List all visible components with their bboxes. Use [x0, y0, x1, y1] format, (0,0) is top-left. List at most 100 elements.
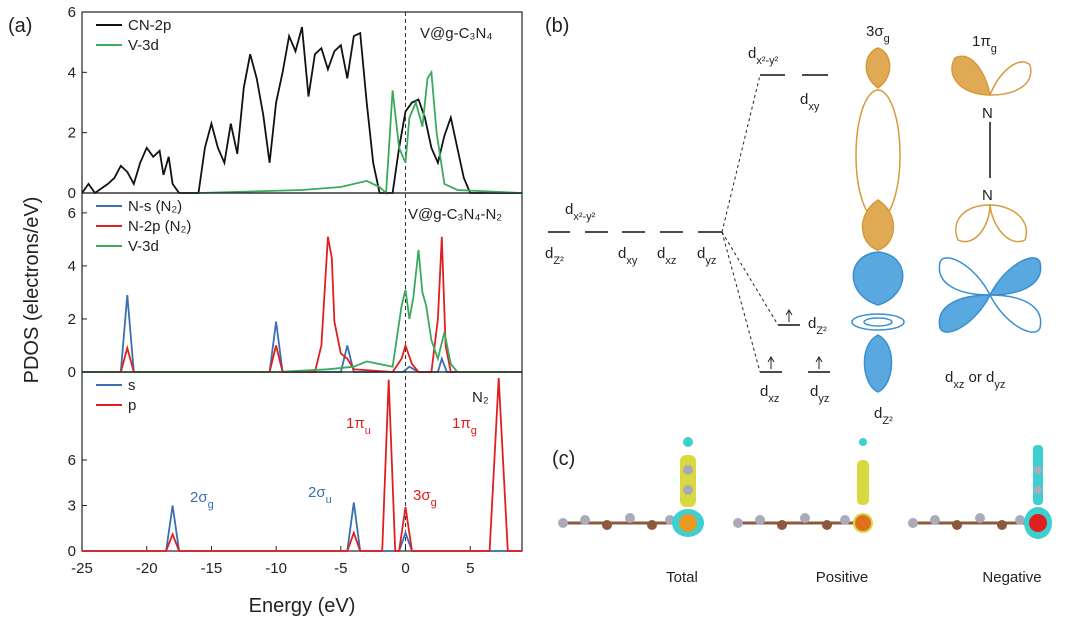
x-tick-label: -15	[201, 560, 223, 577]
label: 1πu	[346, 415, 371, 437]
legend-label: V-3d	[128, 238, 159, 255]
subscript: xy	[626, 255, 638, 267]
text: d	[618, 245, 626, 262]
label: N	[982, 187, 993, 204]
text: 3σ	[413, 487, 431, 504]
subscript: xy	[808, 101, 820, 113]
legend-label: N-s (N₂)	[128, 198, 182, 215]
text: d	[874, 405, 882, 422]
label: dZ²	[545, 245, 564, 267]
label: dx²-y²	[565, 201, 596, 223]
dz2-orbital	[851, 251, 905, 393]
x-tick-label: -10	[265, 560, 287, 577]
subscript: Z²	[882, 415, 893, 427]
structures	[558, 437, 1052, 539]
subscript: g	[991, 43, 997, 55]
label: dxy	[618, 245, 638, 267]
subscript: Z²	[553, 255, 564, 267]
y-axis-label: PDOS (electrons/eV)	[21, 197, 43, 384]
text: d	[800, 91, 808, 108]
legend-label: s	[128, 377, 136, 394]
text: 1π	[972, 33, 991, 50]
label: dxz or dyz	[945, 369, 1005, 391]
subscript: x²-y²	[756, 55, 778, 67]
label: 2σg	[190, 489, 214, 511]
dxz-orbital	[938, 257, 1042, 333]
connectors	[721, 74, 779, 373]
panel-label: (c)	[552, 448, 575, 470]
structure-label: Total	[666, 569, 698, 586]
text: 2σ	[308, 484, 326, 501]
electron-arrows	[767, 309, 823, 369]
subscript: u	[365, 425, 371, 437]
plot-frame	[81, 371, 523, 552]
text: d	[545, 245, 553, 262]
legend-label: CN-2p	[128, 17, 171, 34]
text: d	[810, 383, 818, 400]
x-tick-label: -5	[334, 560, 347, 577]
legend-label: V-3d	[128, 37, 159, 54]
label: 3σg	[413, 487, 437, 509]
text: d	[748, 45, 756, 62]
legend-label: p	[128, 397, 136, 414]
series-line	[81, 26, 522, 195]
x-tick-label: -25	[71, 560, 93, 577]
panel-label: (a)	[8, 15, 32, 37]
label: dx²-y²	[748, 45, 779, 67]
text: 3σ	[866, 23, 884, 40]
subscript: xz	[953, 379, 964, 391]
label: dyz	[697, 245, 716, 267]
subscript: u	[326, 494, 332, 506]
panel-label: (b)	[545, 15, 569, 37]
legend-label: N-2p (N₂)	[128, 218, 191, 235]
y-tick-label: 6	[68, 205, 76, 222]
y-tick-label: 2	[68, 125, 76, 142]
energy-levels	[548, 74, 830, 373]
y-tick-label: 0	[68, 185, 76, 202]
subscript: g	[471, 425, 477, 437]
text: d	[760, 383, 768, 400]
text: N	[982, 187, 993, 204]
y-tick-label: 0	[68, 364, 76, 381]
series-line	[82, 236, 522, 373]
sigma-orbital	[855, 47, 901, 251]
x-axis-label: Energy (eV)	[249, 595, 356, 617]
text: d	[657, 245, 665, 262]
pi-orbital	[951, 55, 1032, 243]
label: dyz	[810, 383, 829, 405]
label: 2σu	[308, 484, 332, 506]
x-tick-label: 5	[466, 560, 474, 577]
label: dZ²	[874, 405, 893, 427]
y-tick-label: 2	[68, 311, 76, 328]
label: dxy	[800, 91, 820, 113]
subscript: xz	[768, 393, 779, 405]
panel-title: V@g-C₃N₄-N₂	[408, 206, 502, 223]
text: 2σ	[190, 489, 208, 506]
label: dxz	[760, 383, 779, 405]
subscript: xz	[665, 255, 676, 267]
series-line	[198, 69, 523, 195]
panel-title: N₂	[472, 389, 489, 406]
y-tick-label: 6	[68, 452, 76, 469]
subscript: yz	[994, 379, 1005, 391]
x-tick-label: -20	[136, 560, 158, 577]
series-line	[82, 502, 522, 552]
y-tick-label: 4	[68, 258, 76, 275]
subscript: yz	[705, 255, 716, 267]
subscript: Z²	[816, 325, 827, 337]
panel-title: V@g-C₃N₄	[420, 25, 492, 42]
label: dZ²	[808, 315, 827, 337]
label: dxz	[657, 245, 676, 267]
x-tick-label: 0	[401, 560, 409, 577]
subscript: x²-y²	[573, 211, 595, 223]
label: N	[982, 105, 993, 122]
structure-label: Positive	[816, 569, 869, 586]
y-tick-label: 4	[68, 64, 76, 81]
text: d	[697, 245, 705, 262]
text: 1π	[346, 415, 365, 432]
label: 1πg	[452, 415, 477, 437]
label: 1πg	[972, 33, 997, 55]
text: or d	[964, 369, 994, 386]
structure-label: Negative	[982, 569, 1041, 586]
